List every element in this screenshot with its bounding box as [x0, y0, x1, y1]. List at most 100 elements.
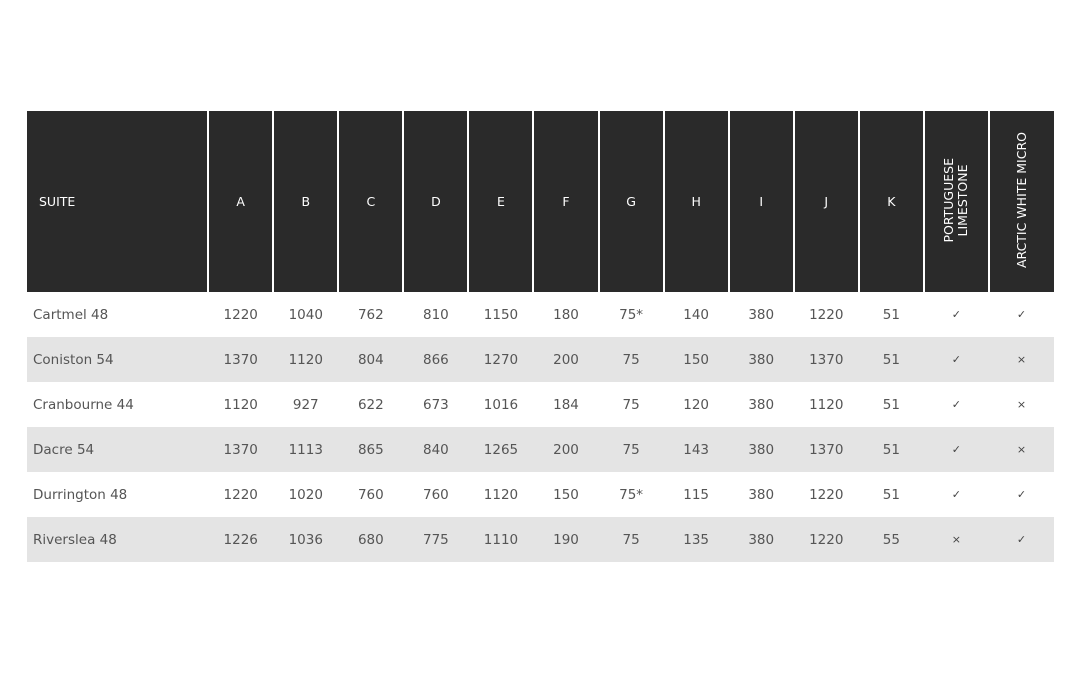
dimension-cell: 51 — [858, 337, 924, 382]
column-header: G — [597, 111, 664, 292]
column-header: I — [727, 111, 794, 292]
dimension-cell: 1370 — [793, 337, 859, 382]
dimension-cell: 762 — [357, 306, 384, 323]
column-header: PORTUGUESE LIMESTONE — [922, 111, 989, 292]
dimension-cell: 1150 — [483, 306, 519, 323]
dimension-cell: 927 — [292, 396, 319, 413]
dimension-cell: 1370 — [208, 337, 274, 382]
dimension-cell: 380 — [728, 337, 794, 382]
check-icon: ✓ — [951, 488, 961, 501]
column-header-label: SUITE — [39, 194, 76, 209]
dimension-cell: 1120 — [273, 337, 339, 382]
cross-icon: × — [988, 337, 1054, 382]
column-header: A — [207, 111, 274, 292]
column-header: K — [857, 111, 924, 292]
dimension-cell: 51 — [882, 486, 900, 503]
dimension-cell: 1370 — [793, 427, 859, 472]
column-header: C — [337, 111, 404, 292]
column-header-label: ARCTIC WHITE MICRO — [1013, 131, 1029, 269]
suite-name-cell: Cartmel 48 — [33, 306, 109, 323]
dimension-cell: 51 — [882, 396, 900, 413]
dimension-cell: 1265 — [468, 427, 534, 472]
table-row: Coniston 54 1370 1120 804 866 1270 200 75 150 380… — [27, 337, 1054, 382]
dimension-cell: 1270 — [468, 337, 534, 382]
column-header-label: D — [431, 194, 441, 209]
dimension-cell: 75* — [619, 306, 644, 323]
dimension-cell: 622 — [357, 396, 384, 413]
dimension-cell: 680 — [338, 517, 404, 562]
table-row: Cartmel 48 1220 1040 762 810 1150 180 75* 140 380… — [27, 292, 1054, 337]
dimension-cell: 1226 — [208, 517, 274, 562]
dimension-cell: 143 — [663, 427, 729, 472]
dimension-cell: 775 — [403, 517, 469, 562]
suite-name-cell: Coniston 54 — [27, 337, 209, 382]
dimension-cell: 1113 — [273, 427, 339, 472]
column-header: E — [467, 111, 534, 292]
dimension-cell: 1110 — [468, 517, 534, 562]
check-icon: ✓ — [988, 517, 1054, 562]
suite-name-cell: Dacre 54 — [27, 427, 209, 472]
dimension-cell: 51 — [882, 306, 900, 323]
dimension-cell: 135 — [663, 517, 729, 562]
column-header: ARCTIC WHITE MICRO — [987, 111, 1054, 292]
dimension-cell: 150 — [553, 486, 579, 503]
dimension-cell: 200 — [533, 337, 599, 382]
cross-icon: × — [1016, 398, 1027, 411]
column-header-label: A — [236, 194, 245, 209]
check-icon: ✓ — [951, 308, 961, 321]
column-header: H — [662, 111, 729, 292]
dimension-cell: 380 — [748, 306, 775, 323]
dimension-cell: 804 — [338, 337, 404, 382]
column-header: B — [272, 111, 339, 292]
dimension-cell: 1370 — [208, 427, 274, 472]
dimension-cell: 865 — [338, 427, 404, 472]
header-row: SUITE A B C D E F G H I J K PORTUGUESE LIMESTONE ARCT… — [27, 111, 1054, 292]
dimension-cell: 1220 — [809, 486, 844, 503]
dimension-cell: 75 — [598, 517, 664, 562]
dimension-cell: 75* — [619, 486, 644, 503]
check-icon: ✓ — [1016, 488, 1027, 501]
dimension-cell: 810 — [423, 306, 449, 323]
dimension-cell: 760 — [357, 486, 384, 503]
dimension-cell: 760 — [423, 486, 449, 503]
dimension-cell: 1220 — [223, 306, 258, 323]
dimension-cell: 380 — [748, 396, 775, 413]
column-header-label: I — [759, 194, 764, 209]
check-icon: ✓ — [923, 427, 989, 472]
dimension-cell: 140 — [683, 306, 710, 323]
dimension-cell: 1120 — [223, 396, 258, 413]
dimension-cell: 120 — [683, 396, 710, 413]
cross-icon: × — [988, 427, 1054, 472]
dimension-cell: 1220 — [793, 517, 859, 562]
suite-name-cell: Riverslea 48 — [27, 517, 209, 562]
column-header: D — [402, 111, 469, 292]
dimension-cell: 51 — [858, 427, 924, 472]
dimension-cell: 184 — [553, 396, 579, 413]
column-header-label: C — [366, 194, 376, 209]
dimension-cell: 150 — [663, 337, 729, 382]
dimension-cell: 1036 — [273, 517, 339, 562]
dimension-cell: 1040 — [288, 306, 323, 323]
dimension-cell: 1220 — [223, 486, 258, 503]
dimension-cell: 1016 — [483, 396, 519, 413]
dimension-cell: 55 — [858, 517, 924, 562]
column-header-label: K — [887, 194, 896, 209]
dimension-cell: 673 — [423, 396, 449, 413]
dimension-cell: 840 — [403, 427, 469, 472]
dimension-cell: 190 — [533, 517, 599, 562]
check-icon: ✓ — [1016, 308, 1027, 321]
dimension-cell: 1120 — [483, 486, 519, 503]
column-header: F — [532, 111, 599, 292]
suite-name-cell: Durrington 48 — [33, 486, 128, 503]
column-header-label: PORTUGUESE LIMESTONE — [941, 157, 971, 243]
table-row: Riverslea 48 1226 1036 680 775 1110 190 75 135 38… — [27, 517, 1054, 562]
dimension-cell: 1120 — [809, 396, 844, 413]
dimension-cell: 75 — [598, 427, 664, 472]
dimension-cell: 75 — [598, 337, 664, 382]
column-header: J — [792, 111, 859, 292]
suite-name-cell: Cranbourne 44 — [33, 396, 134, 413]
dimension-cell: 1020 — [288, 486, 323, 503]
column-header-label: G — [626, 194, 636, 209]
dimension-cell: 1220 — [809, 306, 844, 323]
table-row: Dacre 54 1370 1113 865 840 1265 200 75 143 380 137… — [27, 427, 1054, 472]
